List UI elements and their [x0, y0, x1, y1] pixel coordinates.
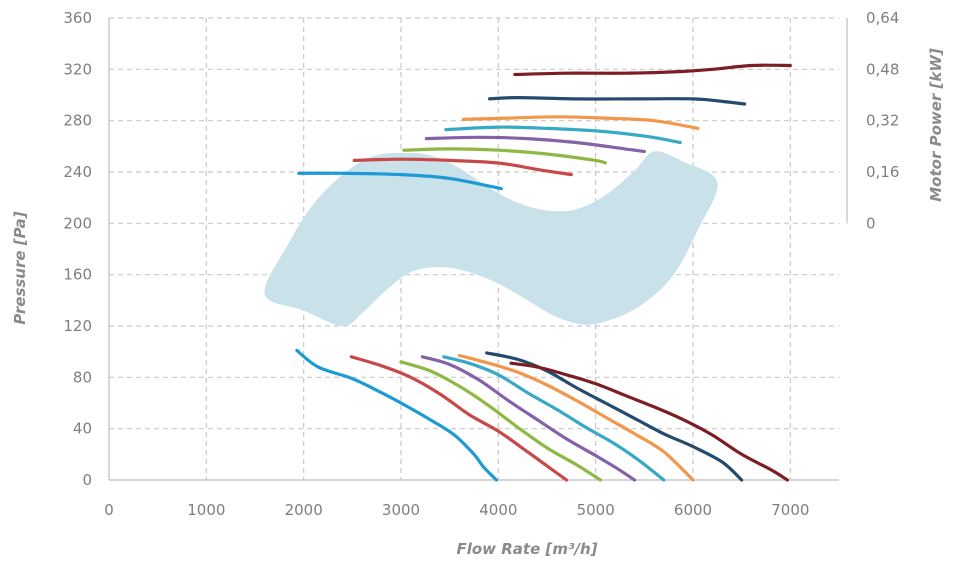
x-tick-label: 5000 — [577, 501, 615, 519]
power-curve-3 — [402, 147, 607, 165]
power-curve-2 — [352, 157, 573, 177]
power-curve-7 — [488, 96, 747, 106]
x-axis-title: Flow Rate [m³/h] — [456, 540, 597, 558]
y2-tick-label: 0,16 — [866, 163, 899, 181]
x-tick-label: 0 — [104, 501, 114, 519]
axis-layer — [108, 18, 848, 481]
pressure-curve-1 — [295, 348, 498, 482]
power-curve-5 — [444, 125, 682, 145]
y2-axis-title: Motor Power [kW] — [927, 48, 945, 202]
y-tick-label: 40 — [73, 420, 92, 438]
pressure-curve-2 — [349, 355, 569, 482]
y2-tick-label: 0,32 — [866, 112, 899, 130]
pressure-curve-3 — [399, 360, 603, 482]
pressure-curve-6 — [457, 353, 695, 482]
y2-tick-label: 0 — [866, 214, 876, 232]
pressure-curve-5 — [442, 355, 666, 482]
y-tick-label: 120 — [63, 317, 92, 335]
y-tick-label: 280 — [63, 112, 92, 130]
y2-tick-label: 0,48 — [866, 60, 899, 78]
tick-layer: 0 1000 2000 3000 4000 5000 6000 700004080120160… — [63, 9, 899, 519]
y-axis-title: Pressure [Pa] — [11, 211, 29, 324]
x-tick-label: 3000 — [382, 501, 420, 519]
y-tick-label: 320 — [63, 60, 92, 78]
x-tick-label: 2000 — [285, 501, 323, 519]
pressure-curve-7 — [485, 351, 744, 482]
y-tick-label: 0 — [82, 471, 92, 489]
y-tick-label: 240 — [63, 163, 92, 181]
y-tick-label: 160 — [63, 266, 92, 284]
x-tick-label: 4000 — [479, 501, 517, 519]
y-tick-label: 200 — [63, 214, 92, 232]
region-layer — [264, 151, 718, 327]
power-curve-8 — [513, 63, 792, 77]
power-curve-4 — [424, 135, 646, 154]
pressure-curve-4 — [420, 355, 637, 482]
y-tick-label: 360 — [63, 9, 92, 27]
x-tick-label: 1000 — [187, 501, 225, 519]
operating-region — [264, 151, 718, 327]
power-curve-6 — [461, 115, 700, 130]
x-tick-label: 6000 — [674, 501, 712, 519]
y-tick-label: 80 — [73, 368, 92, 386]
y2-tick-label: 0,64 — [866, 9, 899, 27]
curve-layer — [295, 63, 792, 482]
x-tick-label: 7000 — [771, 501, 809, 519]
pressure-curve-8 — [509, 361, 789, 482]
power-curve-1 — [297, 171, 503, 191]
